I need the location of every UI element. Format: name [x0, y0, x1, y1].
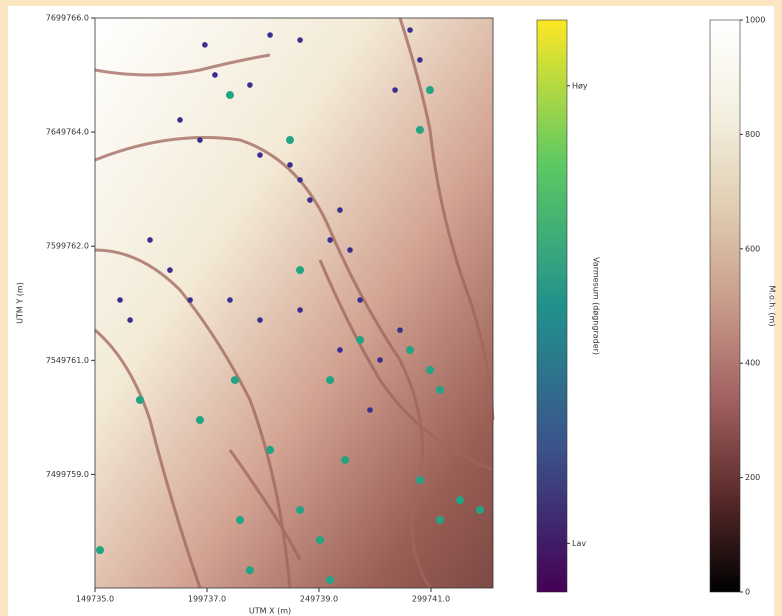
data-point — [392, 87, 398, 93]
data-point — [406, 345, 415, 354]
data-point — [337, 207, 343, 213]
data-point — [341, 455, 350, 464]
colorbar — [536, 19, 568, 593]
data-point — [266, 445, 275, 454]
y-tick-label: 7649764.0 — [46, 128, 89, 137]
data-point — [96, 546, 105, 555]
data-point — [337, 347, 343, 353]
data-point — [297, 307, 303, 313]
data-point — [286, 136, 295, 145]
data-point — [436, 515, 445, 524]
colorbar-label: M.o.h. (m) — [768, 286, 777, 327]
data-point — [227, 297, 233, 303]
river — [94, 248, 292, 589]
colorbar-label: Varmesum (døgngrader) — [592, 257, 601, 355]
terrain-map — [94, 17, 495, 589]
data-point — [296, 505, 305, 514]
rivers — [94, 17, 495, 589]
data-point — [377, 357, 383, 363]
data-point — [117, 297, 123, 303]
data-point — [367, 407, 373, 413]
data-point — [296, 266, 305, 275]
data-point — [167, 267, 173, 273]
data-point — [327, 237, 333, 243]
data-point — [326, 376, 335, 385]
river — [318, 259, 494, 472]
data-point — [297, 37, 303, 43]
river — [398, 17, 495, 421]
colorbar-tick-label: 600 — [745, 244, 760, 253]
data-point — [135, 395, 144, 404]
data-point — [187, 297, 193, 303]
y-tick-label: 7599762.0 — [46, 242, 89, 251]
data-point — [417, 57, 423, 63]
colorbar-tick-label: 1000 — [745, 16, 765, 25]
river — [94, 328, 202, 589]
x-axis-label: UTM X (m) — [249, 607, 291, 616]
colorbar-tick-label: Lav — [572, 539, 586, 548]
data-point — [267, 32, 273, 38]
x-tick-label: 149735.0 — [76, 595, 114, 604]
data-point — [347, 247, 353, 253]
y-tick-label: 7499759.0 — [46, 470, 89, 479]
data-point — [230, 376, 239, 385]
data-point — [257, 317, 263, 323]
data-point — [475, 505, 484, 514]
data-point — [357, 297, 363, 303]
colorbar — [709, 19, 741, 593]
data-point — [407, 27, 413, 33]
x-tick-label: 299741.0 — [412, 595, 450, 604]
colorbar-tick-label: 0 — [745, 588, 750, 597]
colorbar-tick-label: 400 — [745, 359, 760, 368]
data-point — [195, 416, 204, 425]
y-axis-label: UTM Y (m) — [16, 282, 25, 324]
data-point — [397, 327, 403, 333]
data-point — [247, 82, 253, 88]
data-point — [425, 86, 434, 95]
colorbar-tick-label: 200 — [745, 473, 760, 482]
data-point — [326, 576, 335, 585]
terrain — [95, 18, 493, 588]
data-point — [212, 72, 218, 78]
data-point — [245, 566, 254, 575]
data-point — [177, 117, 183, 123]
river — [228, 449, 302, 561]
data-point — [415, 476, 424, 485]
data-point — [127, 317, 133, 323]
data-point — [287, 162, 293, 168]
colorbar-tick-label: Høy — [572, 81, 588, 90]
data-point — [225, 91, 234, 100]
data-point — [307, 197, 313, 203]
data-point — [197, 137, 203, 143]
data-point — [455, 496, 464, 505]
data-point — [316, 536, 325, 545]
river — [94, 53, 271, 77]
plot-frame — [94, 17, 494, 589]
data-point — [425, 366, 434, 375]
data-point — [257, 152, 263, 158]
data-point — [297, 177, 303, 183]
x-tick-label: 199737.0 — [188, 595, 226, 604]
x-tick-label: 249739.0 — [300, 595, 338, 604]
data-point — [356, 335, 365, 344]
y-tick-label: 7699766.0 — [46, 14, 89, 23]
data-point — [202, 42, 208, 48]
y-tick-label: 7549761.0 — [46, 356, 89, 365]
data-point — [236, 515, 245, 524]
colorbar-tick-label: 800 — [745, 130, 760, 139]
data-point — [147, 237, 153, 243]
data-point — [436, 385, 445, 394]
data-point — [415, 125, 424, 134]
